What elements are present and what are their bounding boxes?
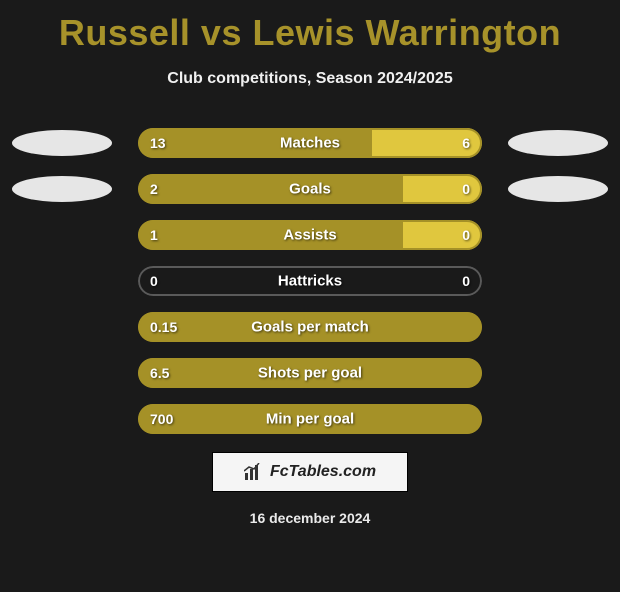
value-right: 0 bbox=[462, 273, 470, 289]
player-shape-left bbox=[12, 130, 112, 156]
stat-bar: 2 0 Goals bbox=[138, 174, 482, 204]
stat-row: 1 0 Assists bbox=[0, 220, 620, 250]
value-left: 13 bbox=[150, 135, 166, 151]
stat-label: Goals per match bbox=[251, 319, 369, 336]
stat-label: Assists bbox=[283, 227, 336, 244]
value-left: 6.5 bbox=[150, 365, 169, 381]
value-left: 2 bbox=[150, 181, 158, 197]
chart-icon bbox=[244, 463, 264, 481]
stat-bar: 6.5 Shots per goal bbox=[138, 358, 482, 388]
stat-row: 2 0 Goals bbox=[0, 174, 620, 204]
logo-text: FcTables.com bbox=[270, 463, 376, 481]
player-shape-left bbox=[12, 176, 112, 202]
value-left: 700 bbox=[150, 411, 173, 427]
player-shape-right bbox=[508, 130, 608, 156]
bar-fill-left bbox=[138, 220, 403, 250]
footer-date: 16 december 2024 bbox=[0, 510, 620, 526]
stat-row: 6.5 Shots per goal bbox=[0, 358, 620, 388]
stat-bar: 1 0 Assists bbox=[138, 220, 482, 250]
value-left: 1 bbox=[150, 227, 158, 243]
stat-row: 0.15 Goals per match bbox=[0, 312, 620, 342]
stat-row: 700 Min per goal bbox=[0, 404, 620, 434]
stat-label: Hattricks bbox=[278, 273, 342, 290]
stat-label: Min per goal bbox=[266, 411, 354, 428]
stat-bar: 13 6 Matches bbox=[138, 128, 482, 158]
stat-row: 13 6 Matches bbox=[0, 128, 620, 158]
value-left: 0.15 bbox=[150, 319, 177, 335]
stat-label: Shots per goal bbox=[258, 365, 362, 382]
stat-row: 0 0 Hattricks bbox=[0, 266, 620, 296]
stat-bar: 700 Min per goal bbox=[138, 404, 482, 434]
stat-label: Goals bbox=[289, 181, 331, 198]
stat-bar: 0.15 Goals per match bbox=[138, 312, 482, 342]
stat-rows: 13 6 Matches 2 0 Goals 1 0 Assists 0 0 Hattricks 0.1… bbox=[0, 128, 620, 434]
stat-label: Matches bbox=[280, 135, 340, 152]
subtitle: Club competitions, Season 2024/2025 bbox=[0, 70, 620, 88]
value-right: 0 bbox=[462, 227, 470, 243]
stat-bar: 0 0 Hattricks bbox=[138, 266, 482, 296]
bar-fill-left bbox=[138, 174, 403, 204]
fctables-logo[interactable]: FcTables.com bbox=[212, 452, 408, 492]
value-left: 0 bbox=[150, 273, 158, 289]
value-right: 0 bbox=[462, 181, 470, 197]
player-shape-right bbox=[508, 176, 608, 202]
value-right: 6 bbox=[462, 135, 470, 151]
page-title: Russell vs Lewis Warrington bbox=[0, 12, 620, 54]
